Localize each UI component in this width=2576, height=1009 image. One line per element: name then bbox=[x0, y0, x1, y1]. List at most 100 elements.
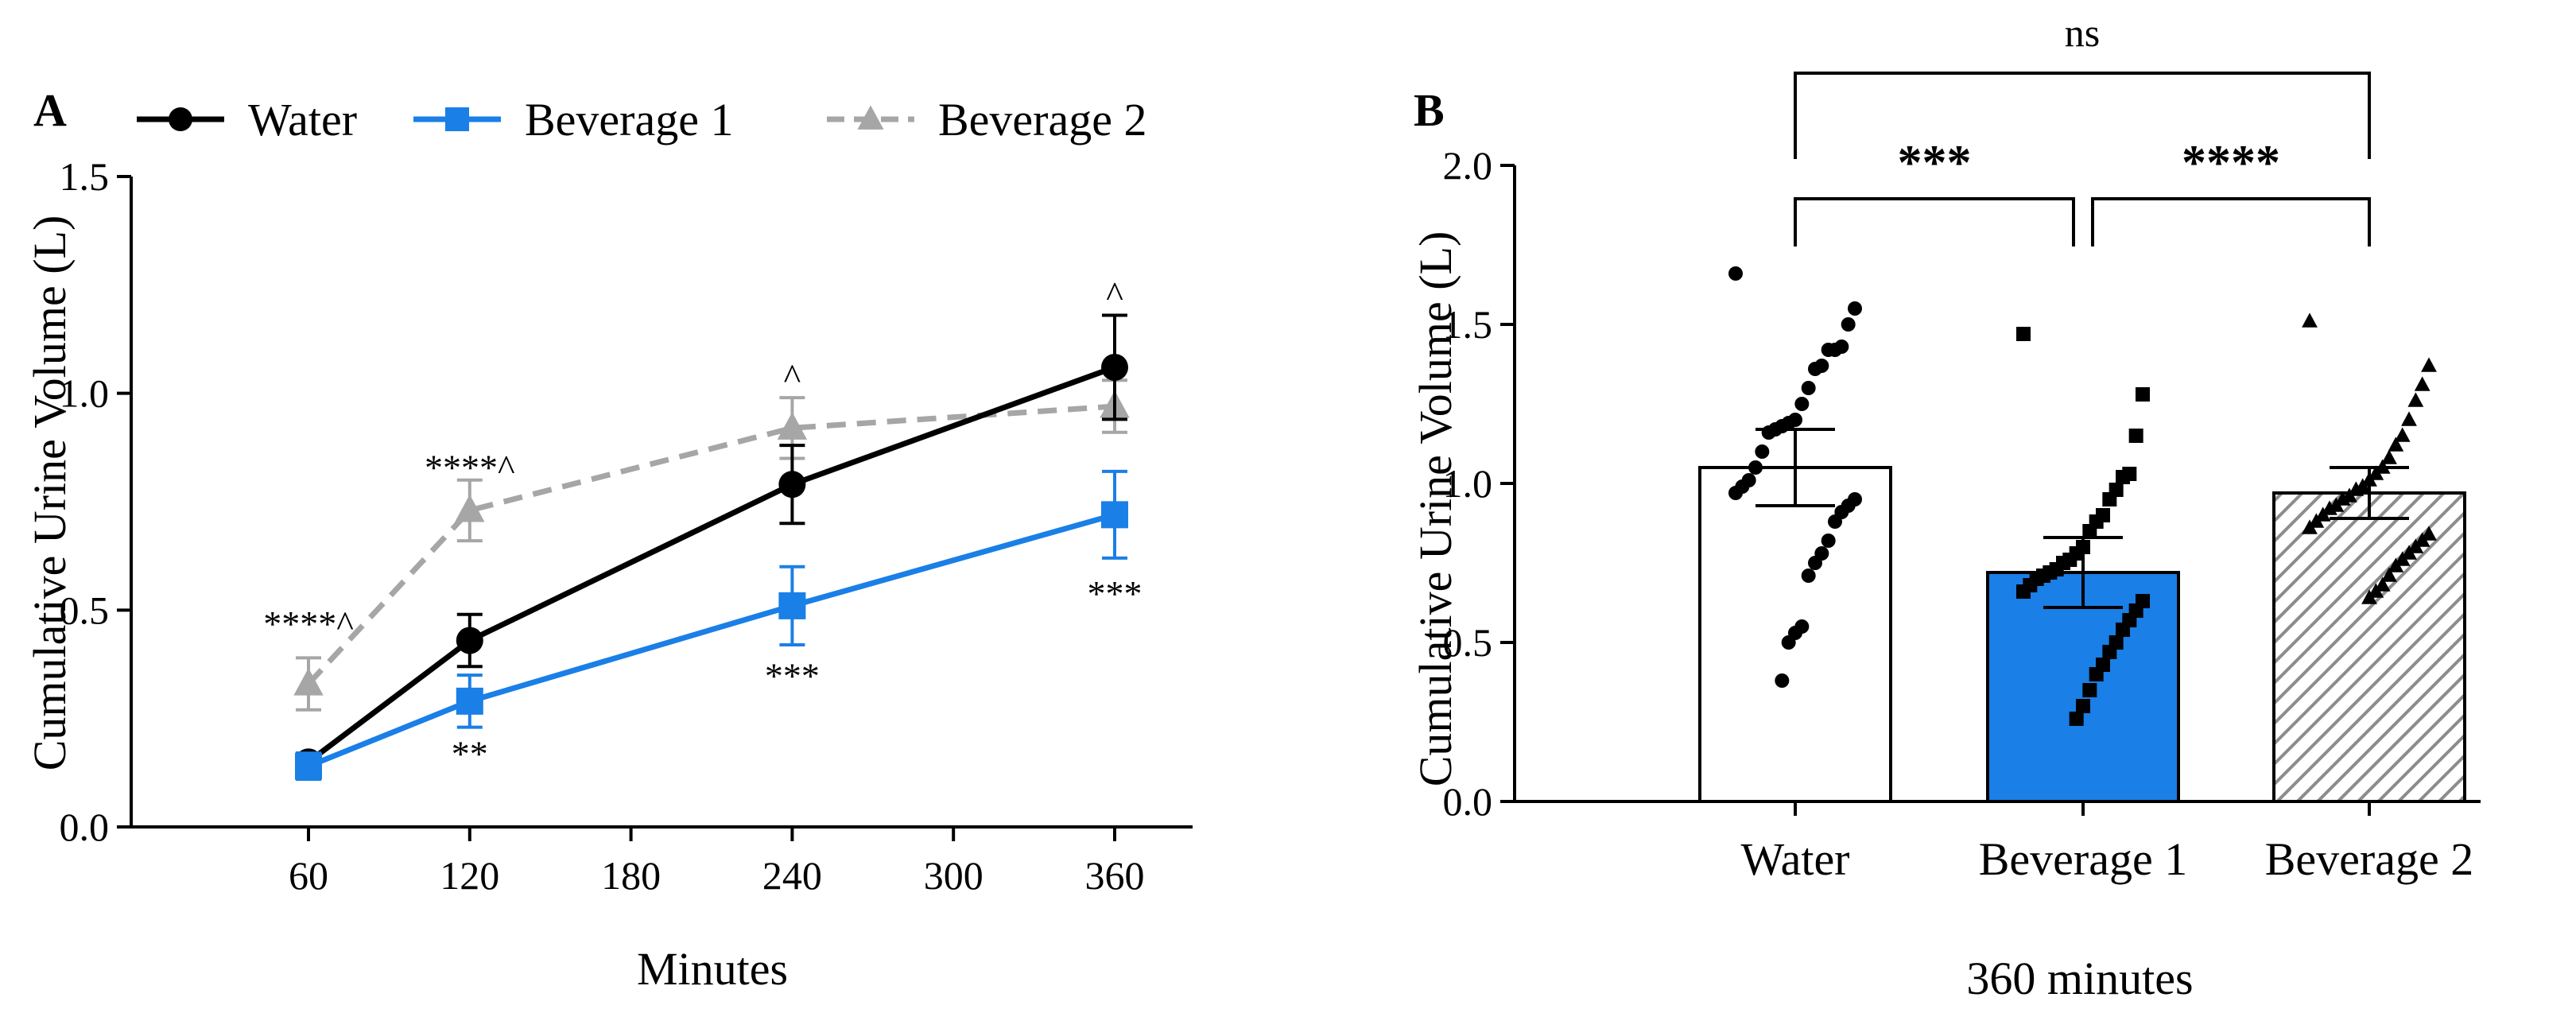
data-point bbox=[456, 687, 483, 715]
panel-a-x-tick-label: 360 bbox=[1085, 853, 1145, 898]
individual-point bbox=[2116, 623, 2130, 637]
data-point bbox=[293, 668, 324, 696]
individual-point bbox=[2302, 312, 2318, 328]
individual-point bbox=[2102, 645, 2117, 659]
series-beverage-1 bbox=[295, 469, 1128, 782]
individual-point bbox=[2368, 583, 2384, 598]
bracket-label: ns bbox=[2065, 10, 2100, 55]
significance-bracket: *** bbox=[1794, 136, 2075, 246]
individual-point bbox=[1794, 397, 1810, 411]
individual-point bbox=[2394, 427, 2411, 442]
individual-point bbox=[2401, 545, 2417, 560]
panel-b-y-tick-label: 1.5 bbox=[1443, 302, 1493, 347]
legend-label: Water bbox=[248, 94, 357, 146]
individual-point bbox=[2401, 411, 2417, 426]
individual-point bbox=[2116, 470, 2130, 484]
panel-a-label: A bbox=[33, 84, 67, 136]
individual-point bbox=[2128, 429, 2143, 443]
individual-point bbox=[2016, 584, 2031, 599]
panel-b-x-tick-label: Beverage 2 bbox=[2265, 833, 2473, 885]
individual-point bbox=[2089, 667, 2104, 681]
panel-a-y-axis-label: Cumulative Urine Volume (L) bbox=[24, 215, 76, 771]
panel-b-error-bars bbox=[1755, 428, 2409, 609]
individual-point bbox=[2374, 576, 2391, 592]
individual-point bbox=[2407, 538, 2424, 553]
panel-a-x-tick-label: 120 bbox=[440, 853, 499, 898]
panel-b-bar-chart: B 0.0 0.5 1.0 1.5 2.0 Water Beverage 1 Beverage… bbox=[1410, 10, 2481, 1004]
panel-a-x-tick-label: 60 bbox=[289, 853, 328, 898]
individual-point bbox=[1755, 444, 1770, 459]
individual-point bbox=[1728, 486, 1743, 500]
individual-point bbox=[2136, 387, 2150, 402]
individual-point bbox=[2322, 500, 2337, 515]
individual-point bbox=[2388, 557, 2404, 572]
panel-a-line-chart: A Water Beverage 1 Beverage 2 0.0 0.5 1.0 1.5… bbox=[24, 84, 1193, 995]
individual-point bbox=[1821, 534, 1836, 548]
individual-point bbox=[2381, 449, 2397, 464]
bracket-line bbox=[1794, 197, 2075, 246]
individual-point bbox=[2348, 481, 2365, 496]
significance-bracket: ns bbox=[1794, 10, 2371, 159]
significance-annotation: ^ bbox=[1106, 274, 1123, 315]
individual-point bbox=[2016, 327, 2031, 341]
panel-a-x-tick-label: 300 bbox=[924, 853, 983, 898]
panel-b-x-tick-label: Water bbox=[1740, 833, 1849, 885]
individual-point bbox=[1781, 635, 1796, 650]
individual-point bbox=[1728, 266, 1743, 281]
individual-point bbox=[1761, 425, 1776, 440]
individual-point bbox=[2421, 526, 2437, 541]
legend-item: Beverage 2 bbox=[827, 94, 1146, 146]
individual-point bbox=[2414, 376, 2431, 391]
panel-b-bars bbox=[1698, 466, 2466, 803]
legend-item: Water bbox=[137, 94, 357, 146]
panel-a-y-tick-label: 0.0 bbox=[60, 805, 110, 849]
individual-point bbox=[1748, 460, 1763, 475]
panel-a-axes: 0.0 0.5 1.0 1.5 60 120 180 240 300 360 bbox=[60, 154, 1193, 898]
individual-point bbox=[1808, 362, 1822, 376]
panel-a-x-tick-label: 180 bbox=[601, 853, 661, 898]
legend-marker bbox=[857, 105, 884, 130]
individual-point bbox=[1841, 317, 1856, 332]
individual-point bbox=[1828, 514, 1842, 529]
individual-point bbox=[1775, 673, 1790, 688]
panel-b-y-tick-label: 2.0 bbox=[1443, 143, 1493, 188]
legend-label: Beverage 2 bbox=[938, 94, 1146, 146]
panel-a-y-tick-label: 1.5 bbox=[60, 154, 110, 199]
data-point bbox=[295, 752, 322, 780]
individual-point bbox=[1801, 381, 1816, 395]
individual-point bbox=[2308, 513, 2325, 528]
data-point bbox=[1101, 353, 1128, 381]
panel-b-label: B bbox=[1414, 84, 1445, 136]
individual-point bbox=[2082, 683, 2097, 697]
individual-point bbox=[2421, 357, 2437, 372]
data-point bbox=[777, 412, 808, 440]
panel-a-x-axis-label: Minutes bbox=[637, 943, 788, 995]
data-point bbox=[778, 592, 806, 619]
legend-label: Beverage 1 bbox=[525, 94, 733, 146]
panel-b-y-tick-label: 1.0 bbox=[1443, 461, 1493, 506]
panel-b-y-axis-label: Cumulative Urine Volume (L) bbox=[1410, 231, 1461, 787]
significance-bracket: **** bbox=[2091, 136, 2371, 246]
significance-annotation: ^ bbox=[784, 356, 801, 397]
individual-point bbox=[2407, 392, 2424, 407]
panel-b-x-axis-label: 360 minutes bbox=[1966, 953, 2193, 1004]
individual-point bbox=[1808, 556, 1822, 570]
panel-b-significance: ns*** **** bbox=[1794, 10, 2371, 246]
panel-a-annotations: ****^ ****^ ** ^ *** ^ *** bbox=[263, 274, 1142, 774]
bracket-label: *** bbox=[1898, 136, 1972, 190]
series-beverage-2 bbox=[293, 378, 1130, 712]
significance-annotation: *** bbox=[1088, 573, 1143, 614]
individual-point bbox=[2302, 519, 2318, 534]
panel-b-points bbox=[1728, 266, 2437, 726]
bracket-line bbox=[1794, 72, 2371, 159]
significance-annotation: ****^ bbox=[425, 448, 515, 488]
series-line bbox=[306, 364, 1116, 764]
panel-a-y-tick-label: 1.0 bbox=[60, 371, 110, 416]
individual-point bbox=[2314, 506, 2331, 522]
significance-annotation: *** bbox=[765, 655, 820, 696]
bracket-label: **** bbox=[2182, 136, 2280, 190]
individual-point bbox=[2381, 567, 2397, 582]
individual-point bbox=[2414, 532, 2431, 547]
panel-b-x-tick-label: Beverage 1 bbox=[1979, 833, 2187, 885]
